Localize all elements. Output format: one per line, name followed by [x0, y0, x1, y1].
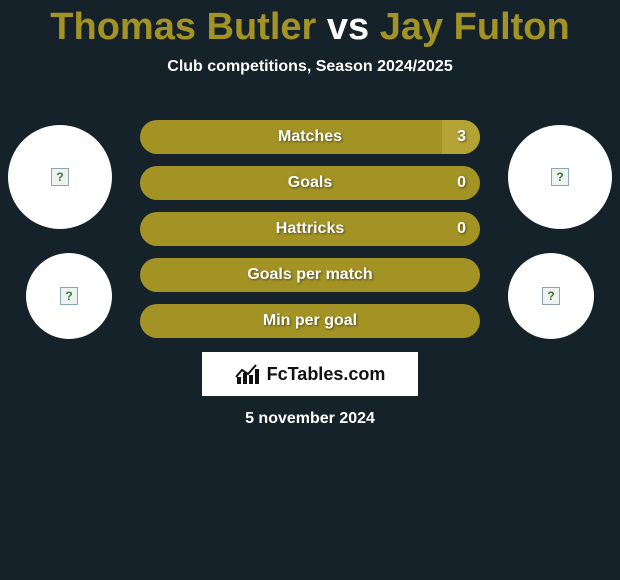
stat-label: Min per goal	[263, 312, 357, 330]
page-title: Thomas Butler vs Jay Fulton	[0, 0, 620, 48]
stat-value: 0	[457, 174, 466, 192]
stat-value: 0	[457, 220, 466, 238]
stat-label: Hattricks	[276, 220, 344, 238]
subtitle: Club competitions, Season 2024/2025	[0, 58, 620, 76]
player2-avatar: ?	[508, 125, 612, 229]
stat-label: Goals	[288, 174, 332, 192]
stat-row: Goals 0	[140, 166, 480, 200]
date: 5 november 2024	[245, 410, 375, 428]
player1-avatar: ?	[8, 125, 112, 229]
source-logo: FcTables.com	[202, 352, 418, 396]
stats-container: Matches 3 Goals 0 Hattricks 0 Goals per match M…	[140, 120, 480, 338]
title-vs: vs	[316, 6, 379, 48]
right-avatars: ? ?	[508, 125, 612, 339]
source-logo-text: FcTables.com	[267, 364, 386, 385]
title-player2: Jay Fulton	[380, 6, 570, 48]
bar-chart-icon	[235, 363, 261, 385]
image-placeholder-icon: ?	[51, 168, 69, 186]
stat-label: Goals per match	[247, 266, 372, 284]
stat-row: Hattricks 0	[140, 212, 480, 246]
player1-club-logo: ?	[26, 253, 112, 339]
title-player1: Thomas Butler	[50, 6, 316, 48]
stat-row: Goals per match	[140, 258, 480, 292]
left-avatars: ? ?	[8, 125, 112, 339]
image-placeholder-icon: ?	[551, 168, 569, 186]
stat-value: 3	[457, 128, 466, 146]
stat-row: Matches 3	[140, 120, 480, 154]
image-placeholder-icon: ?	[60, 287, 78, 305]
image-placeholder-icon: ?	[542, 287, 560, 305]
player2-club-logo: ?	[508, 253, 594, 339]
stat-row: Min per goal	[140, 304, 480, 338]
stat-label: Matches	[278, 128, 342, 146]
